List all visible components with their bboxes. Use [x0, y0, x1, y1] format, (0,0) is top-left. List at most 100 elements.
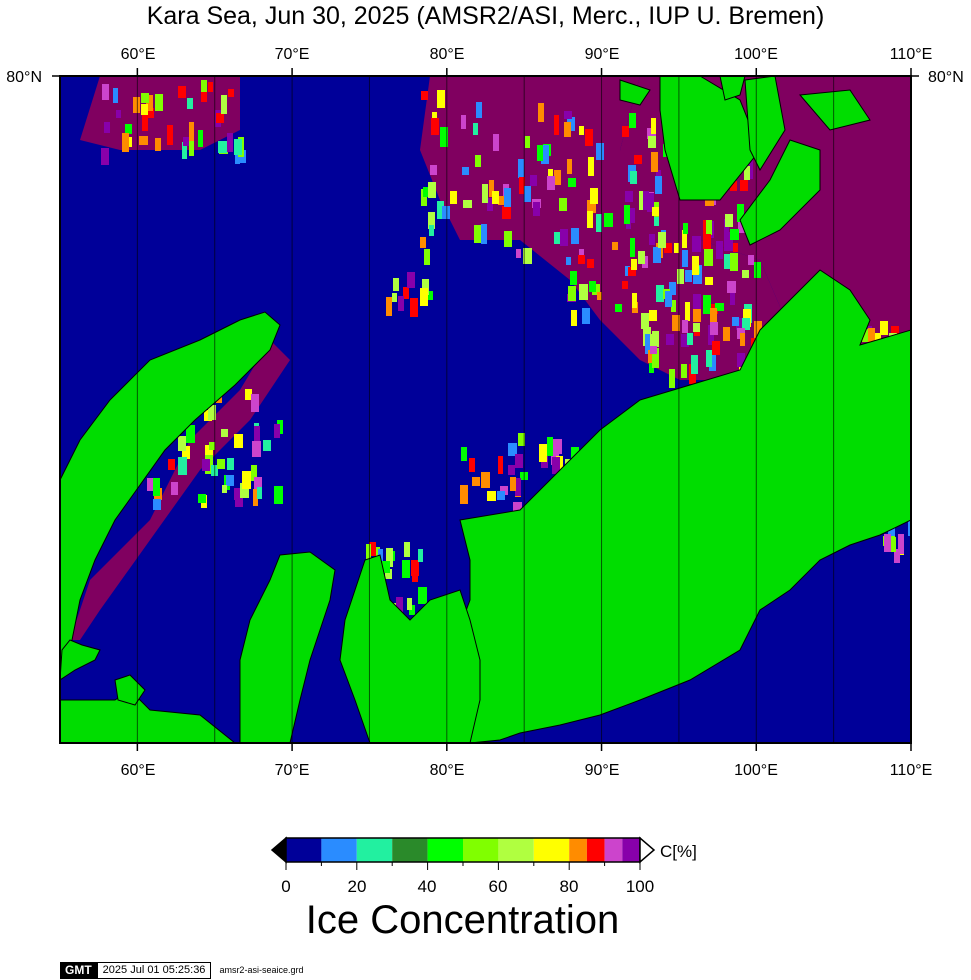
ice-cell	[671, 300, 676, 312]
colorbar-title: Ice Concentration	[305, 898, 620, 942]
ice-cell	[473, 123, 478, 135]
colorbar-unit-label: C[%]	[660, 842, 697, 861]
ice-cell	[539, 444, 547, 462]
ice-cell	[208, 405, 216, 420]
lat-label-right: 80°N	[928, 69, 964, 86]
ice-cell	[653, 247, 661, 263]
ice-cell	[665, 291, 672, 307]
ice-cell	[567, 159, 572, 174]
ice-cell	[487, 491, 496, 501]
ice-cell	[516, 249, 521, 258]
ice-cell	[476, 102, 482, 118]
ice-cell	[186, 425, 195, 443]
ice-cell	[703, 234, 711, 249]
ice-cell	[386, 297, 392, 316]
map-title: Kara Sea, Jun 30, 2025 (AMSR2/ASI, Merc.…	[146, 2, 825, 30]
gmt-logo: GMT	[60, 961, 97, 979]
ice-cell	[182, 142, 187, 159]
ice-cell	[547, 176, 555, 190]
ice-cell	[481, 472, 490, 488]
ice-cell	[153, 499, 161, 510]
ice-cell	[209, 442, 215, 450]
ice-cell	[744, 166, 750, 180]
ice-cell	[727, 281, 736, 293]
ice-cell	[568, 286, 576, 301]
grid-filename: amsr2-asi-seaice.grd	[219, 965, 304, 975]
ice-cell	[366, 544, 371, 560]
ice-cell	[649, 234, 655, 245]
ice-cell	[862, 329, 871, 342]
colorbar-tick-60: 60	[489, 877, 508, 896]
ice-cell	[649, 310, 657, 321]
ice-cell	[648, 350, 654, 363]
ice-cell	[251, 465, 257, 481]
ice-cell	[498, 196, 505, 205]
ice-cell	[693, 294, 701, 313]
ice-cell	[578, 255, 585, 264]
ice-cell	[890, 537, 896, 552]
ice-cell	[430, 165, 437, 175]
ice-cell	[104, 122, 110, 133]
ice-cell	[440, 127, 448, 147]
ice-cell	[242, 471, 251, 489]
ice-cell	[245, 389, 252, 400]
lon-label-top-110: 110°E	[890, 46, 933, 63]
ice-cell	[274, 486, 283, 504]
ice-cell	[125, 124, 132, 134]
colorbar-tick-20: 20	[348, 877, 367, 896]
ice-cell	[437, 90, 445, 108]
ice-cell	[498, 456, 503, 474]
ice-cell	[704, 249, 713, 266]
ice-cell	[113, 88, 118, 103]
ice-cell	[504, 231, 512, 247]
ice-cell	[398, 296, 404, 311]
ice-cell	[461, 486, 468, 502]
ice-cell	[508, 443, 517, 456]
ice-cell	[146, 95, 153, 111]
ice-cell	[564, 122, 571, 137]
ice-cell	[723, 327, 730, 341]
ice-cell	[612, 242, 618, 250]
lon-label-bottom-80: 80°E	[430, 762, 465, 779]
ice-cell	[740, 180, 748, 191]
ice-cell	[703, 295, 711, 314]
ice-cell	[740, 333, 745, 346]
colorbar-tick-100: 100	[626, 877, 654, 896]
lon-label-top-80: 80°E	[430, 46, 465, 63]
colorbar-cell	[321, 838, 357, 862]
colorbar: C[%] 0 20 40 60 80 100	[270, 836, 697, 896]
ice-cell	[508, 465, 515, 475]
ice-cell	[519, 177, 525, 194]
ice-cell	[382, 561, 390, 573]
ice-cell	[234, 434, 243, 448]
ice-cell	[570, 271, 577, 285]
ice-cell	[187, 98, 193, 109]
ice-cell	[597, 292, 602, 300]
colorbar-tick-0: 0	[281, 877, 290, 896]
ice-cell	[706, 350, 712, 367]
colorbar-cell	[586, 838, 605, 862]
ice-cell	[715, 303, 724, 311]
ice-cell	[538, 103, 544, 122]
ice-cell	[648, 136, 656, 148]
ice-cell	[898, 534, 904, 554]
ice-cell	[664, 243, 672, 253]
ice-cell	[548, 169, 553, 178]
ice-cell	[530, 175, 537, 186]
ice-cell	[263, 440, 271, 451]
ice-cell	[641, 313, 649, 329]
ice-cell	[553, 439, 562, 454]
ice-cell	[754, 262, 761, 278]
ice-cell	[101, 148, 109, 165]
ice-cell	[254, 426, 260, 442]
ice-cell	[148, 108, 154, 118]
ice-cell	[139, 136, 148, 145]
ice-cell	[634, 155, 642, 164]
ice-cell	[666, 334, 674, 345]
ice-cell	[658, 232, 666, 248]
ice-cell	[737, 204, 744, 222]
ice-cell	[650, 334, 657, 351]
ice-cell	[754, 321, 762, 340]
ice-cell	[422, 279, 429, 295]
